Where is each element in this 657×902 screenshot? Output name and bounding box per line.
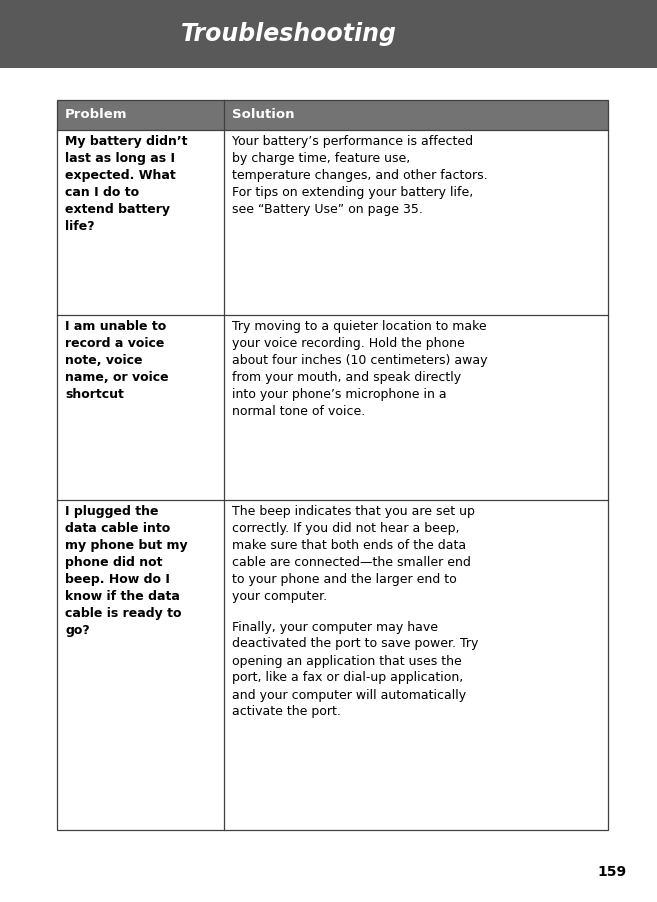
Text: I plugged the
data cable into
my phone but my
phone did not
beep. How do I
know : I plugged the data cable into my phone b… <box>65 505 188 637</box>
Text: I am unable to
record a voice
note, voice
name, or voice
shortcut: I am unable to record a voice note, voic… <box>65 320 169 401</box>
Text: Try moving to a quieter location to make
your voice recording. Hold the phone
ab: Try moving to a quieter location to make… <box>232 320 487 418</box>
Bar <box>0 0 657 68</box>
Bar <box>57 100 608 130</box>
Bar <box>57 130 224 315</box>
Bar <box>224 500 608 830</box>
Text: My battery didn’t
last as long as I
expected. What
can I do to
extend battery
li: My battery didn’t last as long as I expe… <box>65 135 187 233</box>
Bar <box>224 130 608 315</box>
Text: 159: 159 <box>597 865 627 879</box>
Text: Problem: Problem <box>65 108 127 122</box>
Text: Solution: Solution <box>232 108 294 122</box>
Text: Your battery’s performance is affected
by charge time, feature use,
temperature : Your battery’s performance is affected b… <box>232 135 487 216</box>
Text: The beep indicates that you are set up
correctly. If you did not hear a beep,
ma: The beep indicates that you are set up c… <box>232 505 475 603</box>
Text: Troubleshooting: Troubleshooting <box>181 22 397 46</box>
Bar <box>57 315 224 500</box>
Bar <box>224 315 608 500</box>
Bar <box>57 500 224 830</box>
Bar <box>57 100 608 830</box>
Text: Finally, your computer may have
deactivated the port to save power. Try
opening : Finally, your computer may have deactiva… <box>232 621 478 719</box>
